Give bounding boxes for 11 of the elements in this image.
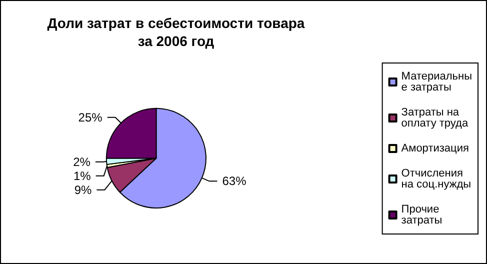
- data-label: 63%: [222, 174, 247, 188]
- legend-label: Амортизация: [401, 142, 469, 154]
- chart-title: Доли затрат в себестоимости товара за 2006 год: [47, 15, 305, 49]
- data-label: 25%: [78, 110, 103, 124]
- data-label: 9%: [74, 182, 92, 197]
- legend-label: Материальные затраты: [401, 70, 472, 94]
- legend-label: Отчисления на соц.нужды: [401, 168, 472, 190]
- data-label: 2%: [73, 154, 91, 169]
- legend-label: Затраты на оплату труда: [401, 106, 469, 130]
- data-label: 1%: [73, 168, 92, 183]
- legend-label: Прочие затраты: [401, 204, 442, 226]
